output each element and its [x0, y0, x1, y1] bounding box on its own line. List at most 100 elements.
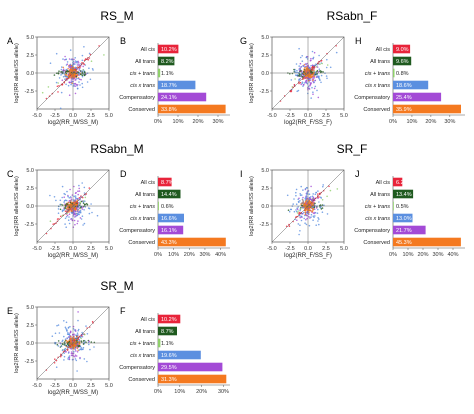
scatter-point [83, 333, 86, 336]
panel-letter-i: I [240, 169, 243, 179]
scatter-point [79, 217, 82, 219]
panel-i: -5.0 -2.5 0.0 2.5 5.0 -2.5 0.0 2.5 5.0 log2(RR_F/… [249, 168, 348, 259]
bar-category-label: Compensatory [119, 95, 155, 101]
scatter-point [316, 89, 318, 92]
scatter-point [61, 349, 64, 352]
scatter-point [321, 207, 324, 209]
scatter-point [85, 325, 87, 327]
scatter-point [64, 326, 67, 329]
bar-value-label: 45.3% [396, 240, 412, 246]
scatter-point [313, 77, 316, 79]
y-tick-label: 2.5 [26, 323, 34, 329]
scatter-point [316, 212, 319, 214]
bar [393, 225, 426, 235]
scatter-point [76, 61, 78, 63]
scatter-point [66, 63, 69, 65]
scatter-point [304, 211, 307, 213]
scatter-point [54, 332, 57, 335]
scatter-point [77, 71, 79, 73]
scatter-point [326, 58, 328, 61]
scatter-point [295, 209, 297, 211]
y-tick-label: -2.5 [25, 359, 34, 365]
bar-category-label: cis x trans [130, 216, 155, 222]
scatter-point [66, 76, 69, 78]
y-tick-label: 5.0 [26, 305, 34, 311]
scatter-point [80, 348, 83, 350]
scatter-point [77, 220, 79, 222]
scatter-point [328, 185, 330, 188]
scatter-point [65, 226, 67, 228]
scatter-point [71, 212, 73, 215]
scatter-point [63, 341, 66, 343]
scatter-point [80, 346, 82, 349]
scatter-point [63, 196, 65, 198]
scatter-point [77, 206, 79, 209]
scatter-point [305, 223, 308, 226]
scatter-point [84, 58, 87, 60]
scatter-point [74, 61, 76, 64]
scatter-point [313, 74, 316, 76]
bar-value-label: 18.7% [161, 83, 177, 89]
x-axis-label: log2(RR_M/SS_M) [48, 120, 98, 126]
scatter-point [298, 69, 301, 72]
bar-value-label: 33.8% [161, 107, 177, 113]
scatter-point [65, 83, 67, 86]
scatter-point [68, 222, 71, 225]
scatter-point [61, 343, 64, 345]
scatter-point [75, 204, 77, 206]
y-tick-label: 0.0 [261, 71, 269, 77]
scatter-point [68, 213, 71, 215]
bar [158, 68, 161, 78]
scatter-point [53, 196, 56, 198]
bar-category-label: cis + trans [130, 204, 155, 210]
y-axis-label: log2(RR allele/SS allele) [14, 43, 20, 103]
x-tick-label: 2.5 [322, 113, 330, 119]
scatter-point [79, 345, 82, 348]
scatter-point [306, 66, 308, 68]
scatter-point [66, 203, 69, 205]
scatter-point [66, 190, 68, 193]
scatter-point [293, 83, 296, 86]
x-tick-label: -2.5 [285, 246, 294, 252]
x-tick-label: -5.0 [267, 113, 276, 119]
scatter-point [75, 83, 78, 86]
scatter-point [73, 195, 75, 198]
scatter-point [71, 206, 74, 208]
scatter-point [61, 209, 64, 212]
bar-x-tick-label: 10% [168, 252, 179, 258]
scatter-point [83, 186, 86, 189]
scatter-point [60, 215, 62, 218]
scatter-point [312, 209, 314, 211]
bar [393, 177, 403, 187]
scatter-point [62, 69, 64, 72]
scatter-point [76, 77, 78, 80]
bar [158, 213, 184, 223]
scatter-point [311, 86, 313, 89]
panel-letter-e: E [7, 306, 13, 316]
scatter-point [302, 200, 305, 202]
scatter-point [307, 207, 310, 210]
bar [158, 92, 207, 102]
scatter-point [58, 70, 60, 72]
scatter-point [60, 68, 63, 71]
scatter-point [310, 97, 313, 99]
scatter-point [74, 60, 77, 62]
scatter-point [320, 208, 323, 210]
y-tick-label: 0.0 [26, 71, 34, 77]
x-tick-label: 5.0 [105, 113, 113, 119]
scatter-point [311, 64, 314, 66]
scatter-point [74, 85, 76, 87]
scatter-point [84, 71, 86, 73]
scatter-point [310, 64, 312, 67]
scatter-point [295, 203, 298, 205]
scatter-point [313, 51, 316, 54]
scatter-point [304, 222, 306, 224]
scatter-point [73, 203, 76, 206]
scatter-point [305, 186, 308, 189]
scatter-point [61, 185, 64, 188]
scatter-point [96, 214, 99, 217]
scatter-point [91, 320, 94, 323]
scatter-point [322, 185, 324, 188]
y-tick-label: 5.0 [261, 35, 269, 41]
